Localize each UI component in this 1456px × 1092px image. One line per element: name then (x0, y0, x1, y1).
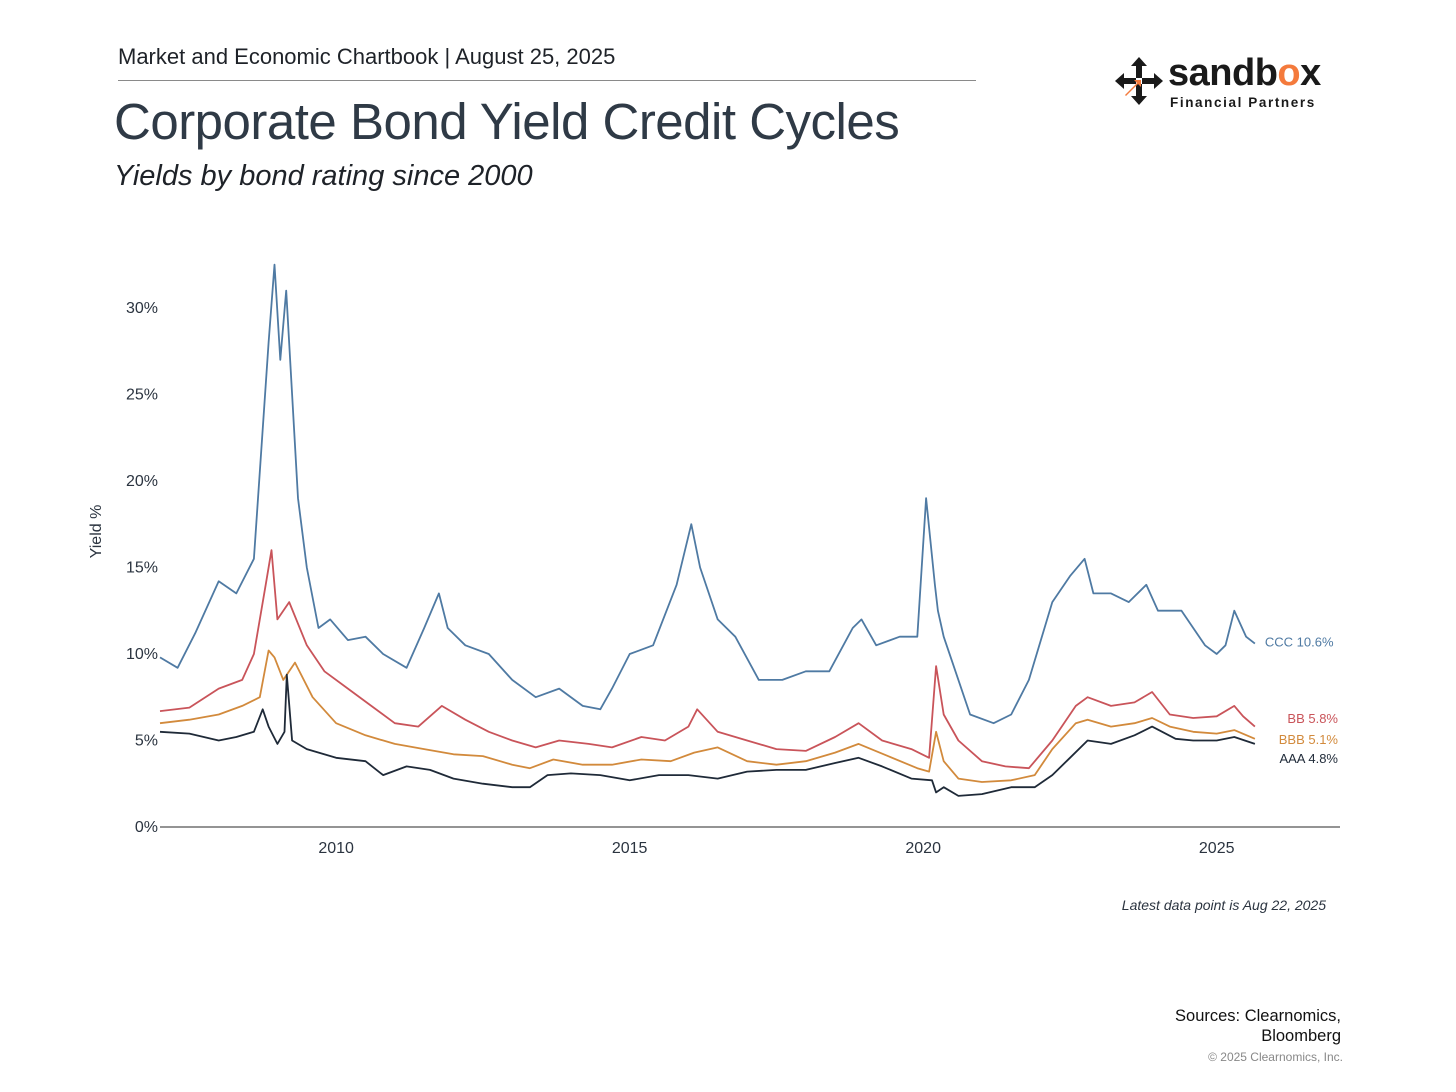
series-line-ccc (159, 263, 1256, 725)
logo-word-start: sandb (1168, 52, 1278, 94)
compass-arrows-icon (1115, 57, 1163, 105)
logo-tagline: Financial Partners (1170, 95, 1316, 110)
y-tick-label: 25% (126, 386, 158, 403)
yield-line-chart: 0% 5% 10% 15% 20% 25% 30% 2010 2015 2020 2025 Yield… (88, 263, 1340, 857)
y-tick-label: 15% (126, 559, 158, 576)
logo-word-end: x (1300, 52, 1321, 94)
sandbox-logo: sandbox Financial Partners (1114, 52, 1329, 116)
series-end-label-ccc: CCC 10.6% (1265, 635, 1334, 650)
y-tick-label: 20% (126, 473, 158, 490)
series-end-label-bb: BB 5.8% (1287, 711, 1338, 726)
x-tick-label: 2010 (318, 840, 354, 857)
series-line-bbb (159, 649, 1256, 783)
latest-data-note: Latest data point is Aug 22, 2025 (1121, 897, 1326, 913)
copyright-note: © 2025 Clearnomics, Inc. (1208, 1050, 1343, 1064)
y-axis-label: Yield % (88, 505, 105, 559)
y-tick-label: 5% (135, 732, 158, 749)
chartbook-kicker: Market and Economic Chartbook | August 2… (118, 44, 616, 69)
sources-line-1: Sources: Clearnomics, (1175, 1007, 1341, 1025)
logo-wordmark: sandbox (1168, 52, 1321, 95)
series-line-bb (159, 549, 1256, 770)
x-tick-label: 2020 (905, 840, 941, 857)
x-tick-label: 2025 (1199, 840, 1235, 857)
series-line-aaa (159, 673, 1256, 797)
y-tick-label: 10% (126, 646, 158, 663)
y-tick-label: 0% (135, 819, 158, 836)
sources-note: Sources: Clearnomics, Bloomberg (1175, 1006, 1341, 1046)
chart-title: Corporate Bond Yield Credit Cycles (114, 93, 900, 150)
y-tick-label: 30% (126, 300, 158, 317)
x-tick-label: 2015 (612, 840, 648, 857)
series-end-label-aaa: AAA 4.8% (1279, 751, 1338, 766)
chart-subtitle: Yields by bond rating since 2000 (114, 160, 533, 192)
kicker-divider (118, 80, 976, 81)
series-end-label-bbb: BBB 5.1% (1279, 732, 1339, 747)
logo-word-o: o (1277, 52, 1301, 94)
sources-line-2: Bloomberg (1261, 1027, 1341, 1045)
